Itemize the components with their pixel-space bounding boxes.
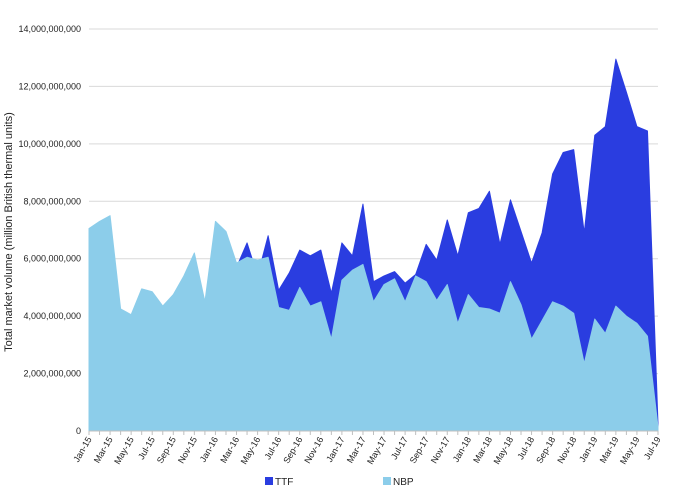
x-tick-label: Sep-16 [281, 435, 304, 465]
x-tick-label: Sep-15 [155, 435, 178, 465]
x-tick-label: May-17 [365, 435, 389, 466]
x-tick-label: Nov-18 [555, 435, 578, 465]
legend: TTF NBP [265, 477, 414, 488]
x-tick-label: Mar-17 [345, 435, 368, 465]
y-tick-label: 4,000,000,000 [23, 311, 81, 321]
area-series-layer [88, 58, 659, 432]
x-tick-label: May-15 [112, 435, 136, 466]
y-tick-label: 14,000,000,000 [18, 24, 81, 34]
x-tick-label: Sep-18 [534, 435, 557, 465]
x-tick-label: May-19 [618, 435, 642, 466]
x-tick-label: Jul-15 [136, 435, 157, 461]
x-tick-label: May-18 [492, 435, 516, 466]
x-tick-label: Mar-15 [92, 435, 115, 465]
legend-label-ttf: TTF [275, 477, 293, 488]
legend-swatch-nbp [383, 477, 391, 485]
y-axis-title: Total market volume (million British the… [3, 112, 15, 352]
x-tick-label: Jan-15 [71, 435, 93, 464]
legend-label-nbp: NBP [393, 477, 414, 488]
x-tick-label: Mar-16 [218, 435, 241, 465]
area-series-nbp [88, 215, 659, 432]
y-axis-tick-labels: 0 2,000,000,000 4,000,000,000 6,000,000,000… [18, 24, 81, 436]
x-tick-label: Jul-18 [515, 435, 536, 461]
x-tick-label: Sep-17 [408, 435, 431, 465]
axes [88, 430, 659, 435]
x-tick-label: Jan-16 [198, 435, 220, 464]
x-tick-label: Jul-16 [262, 435, 283, 461]
y-tick-label: 6,000,000,000 [23, 254, 81, 264]
y-tick-label: 0 [76, 426, 81, 436]
x-tick-label: Mar-19 [598, 435, 621, 465]
x-tick-label: Mar-18 [471, 435, 494, 465]
legend-swatch-ttf [265, 477, 273, 485]
x-tick-label: Jul-19 [642, 435, 663, 461]
x-tick-label: Nov-17 [429, 435, 452, 465]
x-tick-label: Nov-15 [176, 435, 199, 465]
x-tick-label: May-16 [239, 435, 263, 466]
y-tick-label: 10,000,000,000 [18, 139, 81, 149]
y-tick-label: 12,000,000,000 [18, 81, 81, 91]
x-tick-label: Nov-16 [302, 435, 325, 465]
x-tick-label: Jan-19 [577, 435, 599, 464]
x-tick-label: Jan-18 [451, 435, 473, 464]
y-tick-label: 8,000,000,000 [23, 196, 81, 206]
x-tick-label: Jan-17 [324, 435, 346, 464]
y-tick-label: 2,000,000,000 [23, 369, 81, 379]
x-tick-label: Jul-17 [389, 435, 410, 461]
